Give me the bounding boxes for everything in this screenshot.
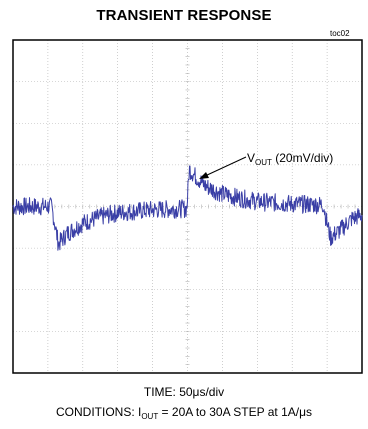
chart-title: TRANSIENT RESPONSE	[96, 7, 272, 24]
vout-trace	[12, 165, 363, 251]
annotation-arrow	[204, 156, 247, 177]
arrow-head	[199, 172, 209, 179]
figure-tag: toc02	[330, 29, 350, 38]
time-caption: TIME: 50μs/div	[143, 385, 225, 399]
conditions-caption: CONDITIONS: IOUT = 20A to 30A STEP at 1A…	[55, 405, 313, 421]
vout-annotation: VOUT (20mV/div)	[247, 151, 333, 167]
